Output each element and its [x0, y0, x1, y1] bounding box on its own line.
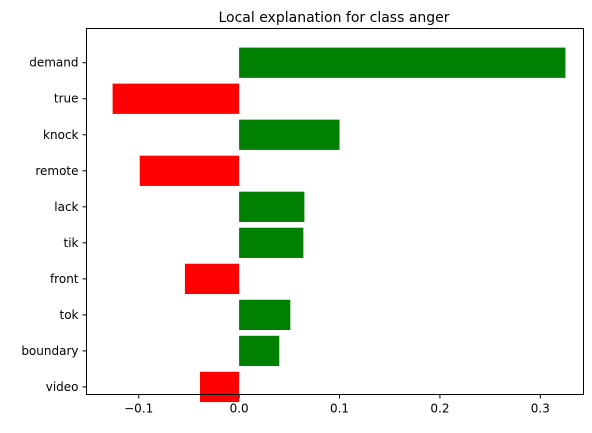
bar-front	[184, 263, 240, 294]
bar-tok	[239, 299, 291, 331]
y-tick-label-tik: tik	[64, 236, 79, 250]
chart-title: Local explanation for class anger	[218, 10, 449, 26]
y-tick-label-demand: demand	[29, 56, 78, 70]
plot-frame	[86, 28, 584, 395]
bar-demand	[239, 47, 566, 78]
x-tick-label: 0.1	[330, 402, 349, 416]
bar-boundary	[239, 335, 280, 367]
bar-true	[112, 83, 240, 114]
bar-lack	[239, 191, 305, 222]
y-tick-label-video: video	[46, 380, 79, 394]
bar-remote	[139, 155, 240, 186]
x-tick-label: −0.1	[124, 402, 153, 416]
y-tick-label-remote: remote	[35, 164, 78, 178]
x-axis: −0.1 0.0 0.1 0.2 0.3	[124, 394, 550, 416]
y-tick-label-knock: knock	[43, 128, 78, 142]
y-tick-label-boundary: boundary	[21, 344, 78, 358]
y-tick-label-front: front	[50, 272, 79, 286]
y-tick-label-lack: lack	[54, 200, 78, 214]
y-axis: demand true knock remote lack tik front tok boun…	[21, 56, 87, 394]
bar-group	[112, 47, 566, 403]
y-tick-label-true: true	[54, 92, 79, 106]
bar-knock	[239, 119, 340, 150]
bar-video	[199, 371, 240, 403]
x-tick-label: 0.2	[430, 402, 449, 416]
x-tick-label: 0.3	[531, 402, 550, 416]
x-tick-label: 0.0	[230, 402, 249, 416]
bar-tik	[239, 227, 304, 258]
y-tick-label-tok: tok	[60, 308, 79, 322]
